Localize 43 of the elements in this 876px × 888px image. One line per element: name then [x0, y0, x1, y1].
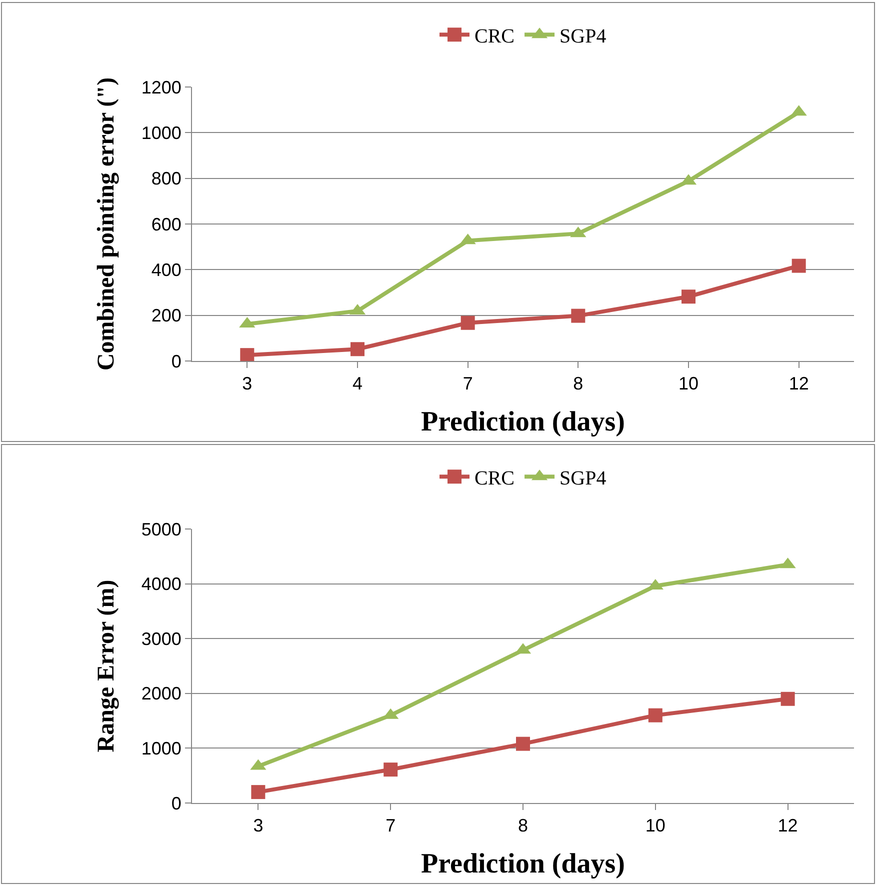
y-tick-label: 0 — [171, 793, 182, 814]
x-tick-label: 3 — [242, 374, 252, 394]
x-tick-label: 8 — [518, 816, 528, 836]
point — [384, 762, 398, 777]
point — [682, 290, 696, 304]
point — [460, 316, 475, 330]
legend-label: CRC — [474, 467, 515, 490]
legend-label: CRC — [474, 25, 515, 48]
y-tick-label: 200 — [151, 306, 182, 326]
y-tick-label: 2000 — [141, 684, 182, 704]
y-tick-label: 1000 — [141, 122, 182, 143]
point — [251, 785, 266, 800]
y-tick-label: 1000 — [141, 738, 182, 758]
x-axis-title: Prediction (days) — [420, 848, 626, 880]
x-tick-label: 7 — [386, 816, 396, 836]
point — [516, 736, 530, 751]
y-axis-title: Combined pointing error (") — [93, 77, 120, 371]
point — [648, 708, 662, 722]
y-tick-label: 4000 — [141, 574, 182, 594]
y-tick-label: 800 — [151, 168, 182, 189]
x-tick-label: 4 — [352, 374, 363, 394]
y-tick-label: 600 — [151, 214, 182, 234]
x-tick-label: 7 — [462, 374, 473, 394]
x-tick-label: 12 — [778, 816, 798, 836]
y-tick-label: 400 — [151, 260, 182, 280]
y-tick-label: 0 — [171, 351, 182, 372]
legend-label: SGP4 — [560, 467, 606, 490]
y-tick-label: 1200 — [141, 77, 182, 98]
point — [571, 308, 586, 323]
x-tick-label: 12 — [788, 374, 809, 394]
x-tick-label: 10 — [678, 374, 699, 394]
y-tick-label: 3000 — [141, 628, 182, 649]
x-tick-label: 3 — [253, 816, 264, 836]
point — [792, 258, 806, 273]
point — [780, 692, 795, 706]
y-tick-label: 5000 — [141, 519, 182, 540]
point — [350, 342, 364, 356]
legend-label: SGP4 — [560, 25, 606, 48]
x-tick-label: 8 — [573, 374, 584, 394]
y-axis-title: Range Error (m) — [93, 580, 120, 752]
x-axis-title: Prediction (days) — [420, 406, 626, 438]
point — [240, 348, 254, 361]
x-tick-label: 10 — [645, 816, 666, 836]
